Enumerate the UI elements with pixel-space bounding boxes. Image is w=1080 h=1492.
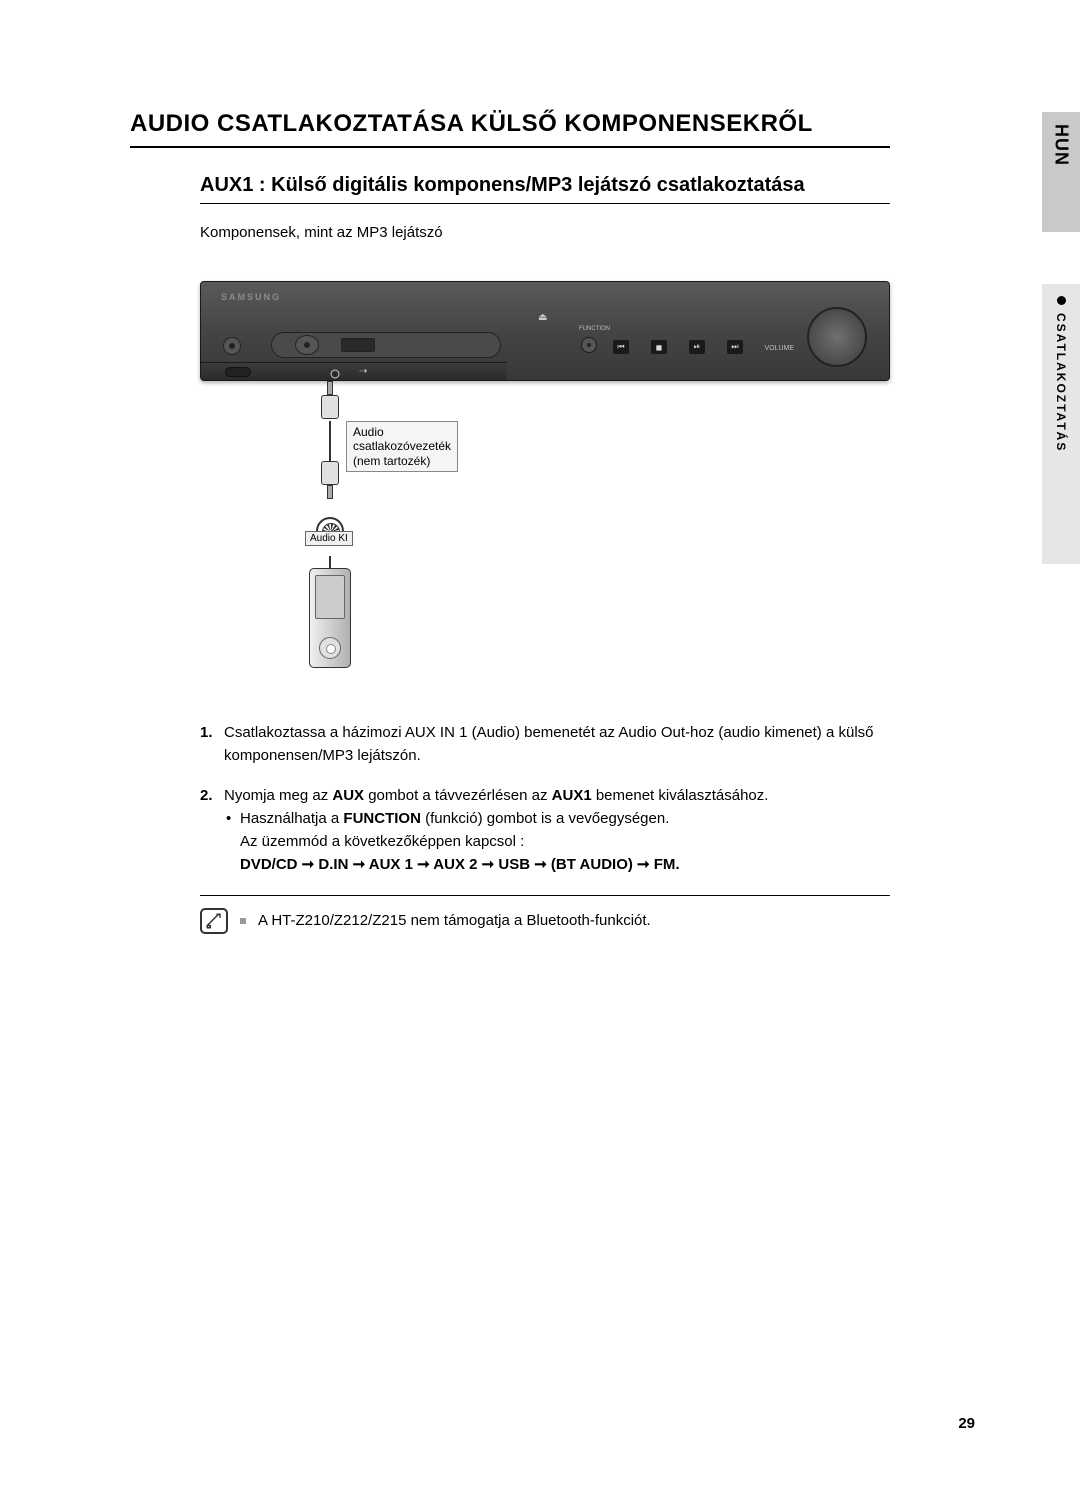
aux-jack [329, 364, 341, 380]
instruction-step-2: 2. Nyomja meg az AUX gombot a távvezérlé… [200, 784, 980, 877]
disc-tray-button [295, 335, 319, 355]
instruction-step-1: 1. Csatlakoztassa a házimozi AUX IN 1 (A… [200, 721, 980, 768]
mode-chain: DVD/CD ➞ D.IN ➞ AUX 1 ➞ AUX 2 ➞ USB ➞ (B… [224, 853, 980, 876]
sub-title-underline [200, 203, 890, 204]
audio-device: SAMSUNG ⏏ FUNCTION ⏮ ◼ ⏯ ⏭ VOLUME ⇢ [200, 281, 890, 381]
volume-knob [807, 307, 867, 367]
step-2-sub-c: Az üzemmód a következőképpen kapcsol : [240, 833, 524, 850]
step-2-sub-bullet: Használhatja a FUNCTION (funkció) gombot… [224, 807, 980, 854]
step-2-bold-b: AUX1 [552, 787, 592, 804]
stop-button-icon: ◼ [651, 340, 667, 354]
bottom-oval-button [225, 367, 251, 377]
device-illustration: SAMSUNG ⏏ FUNCTION ⏮ ◼ ⏯ ⏭ VOLUME ⇢ [200, 281, 890, 671]
cable-label-line1: Audio [353, 425, 451, 439]
step-2-sub-b: (funkció) gombot is a vevőegységen. [421, 810, 669, 827]
side-tab-language-text: HUN [1051, 124, 1072, 166]
cable-label-box: Audio csatlakozóvezeték (nem tartozék) [346, 421, 458, 472]
audio-out-label: Audio KI [305, 531, 353, 546]
cable-label-line2: csatlakozóvezeték [353, 439, 451, 453]
device-front-strip: ⇢ [201, 362, 507, 380]
side-dot-icon [1057, 296, 1066, 305]
step-2-text-b: gombot a távvezérlésen az [364, 787, 552, 804]
step-2-text-c: bemenet kiválasztásához. [592, 787, 769, 804]
cable-top-connector [320, 381, 340, 421]
sub-title: AUX1 : Külső digitális komponens/MP3 lej… [200, 174, 980, 197]
step-1-text-b: komponensen/MP3 lejátszón. [224, 747, 421, 764]
device-left-jack [223, 337, 241, 355]
page-number: 29 [958, 1415, 975, 1432]
side-tab-language: HUN [1042, 112, 1080, 232]
cable-mid-connector [320, 461, 340, 501]
play-button-icon: ⏯ [689, 340, 705, 354]
aux-arrow-icon: ⇢ [359, 366, 367, 377]
step-1-text-a: Csatlakoztassa a házimozi AUX IN 1 (Audi… [224, 724, 874, 741]
note-row: A HT-Z210/Z212/Z215 nem támogatja a Blue… [200, 908, 980, 934]
note-text: A HT-Z210/Z212/Z215 nem támogatja a Blue… [258, 912, 651, 929]
step-2-bold-a: AUX [332, 787, 364, 804]
side-tab-section: CSATLAKOZTATÁS [1042, 284, 1080, 564]
mp3-screen [315, 575, 345, 619]
intro-text: Komponensek, mint az MP3 lejátszó [200, 224, 980, 241]
step-2-sub-bold: FUNCTION [343, 810, 421, 827]
function-button [581, 337, 597, 353]
note-icon [200, 908, 228, 934]
next-button-icon: ⏭ [727, 340, 743, 354]
note-divider [200, 895, 890, 896]
instructions-list: 1. Csatlakoztassa a házimozi AUX IN 1 (A… [200, 721, 980, 877]
cable-label-line3: (nem tartozék) [353, 454, 451, 468]
mp3-player-illustration [306, 556, 354, 670]
device-brand-label: SAMSUNG [221, 292, 281, 302]
main-title: AUDIO CSATLAKOZTATÁSA KÜLSŐ KOMPONENSEKR… [130, 110, 980, 138]
mp3-wheel [319, 637, 341, 659]
title-underline [130, 146, 890, 148]
prev-button-icon: ⏮ [613, 340, 629, 354]
step-2-number: 2. [200, 784, 213, 807]
volume-label: VOLUME [764, 345, 794, 352]
note-bullet-icon [240, 918, 246, 924]
step-1-number: 1. [200, 721, 213, 744]
step-2-text-a: Nyomja meg az [224, 787, 332, 804]
side-tab-section-text: CSATLAKOZTATÁS [1054, 313, 1068, 452]
step-2-sub-a: Használhatja a [240, 810, 343, 827]
eject-icon: ⏏ [538, 312, 552, 322]
device-slot [341, 338, 375, 352]
function-label: FUNCTION [579, 326, 610, 332]
